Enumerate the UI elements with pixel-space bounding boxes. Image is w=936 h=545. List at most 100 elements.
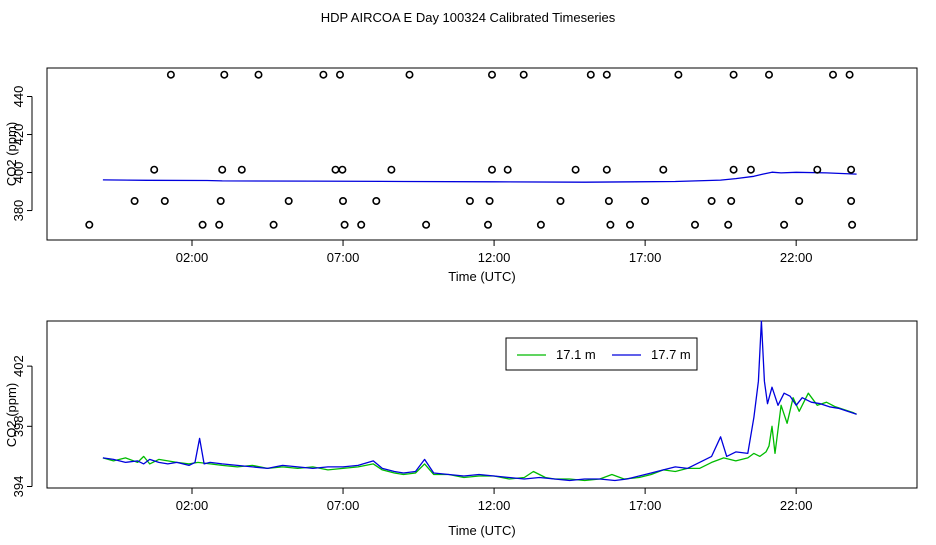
calibration-point [220, 70, 229, 79]
calibration-point [215, 220, 224, 229]
legend-label-17-1m: 17.1 m [556, 347, 596, 362]
x-tick-label: 02:00 [176, 250, 209, 265]
calibration-point [340, 220, 349, 229]
calibration-point [405, 70, 414, 79]
y-tick-label: 420 [11, 124, 26, 146]
calibration-point [707, 197, 716, 206]
calibration-point [659, 165, 668, 174]
x-tick-label: 07:00 [327, 498, 360, 513]
calibration-point [335, 70, 344, 79]
timeseries-x-axis: 02:00 07:00 12:00 17:00 22:00 [176, 487, 813, 513]
calibration-point [586, 70, 595, 79]
timeseries-panel: 394 398 402 02:00 07:00 12:00 17:00 22:00 Time… [4, 320, 918, 538]
calibration-point [674, 70, 683, 79]
calibration-point [487, 70, 496, 79]
y-tick-label: 402 [11, 355, 26, 377]
calibration-point [795, 197, 804, 206]
legend-box [505, 337, 698, 371]
calibration-point [828, 70, 837, 79]
calibration-point [357, 220, 366, 229]
calibration-point [604, 197, 613, 206]
legend-label-17-7m: 17.7 m [651, 347, 691, 362]
calibration-point [780, 220, 789, 229]
calibration-point [847, 197, 856, 206]
calibration-point [746, 165, 755, 174]
timeseries-y-axis: 394 398 402 [11, 355, 33, 498]
calibration-point [556, 197, 565, 206]
calibration-point [690, 220, 699, 229]
calibration-point [519, 70, 528, 79]
calibration-point [764, 70, 773, 79]
calibration-point [465, 197, 474, 206]
calibration-point [237, 165, 246, 174]
calibration-point [319, 70, 328, 79]
calibration-point [198, 220, 207, 229]
timeseries-x-axis-label: Time (UTC) [448, 523, 515, 538]
calibration-point [160, 197, 169, 206]
calibration-point [847, 165, 856, 174]
x-tick-label: 22:00 [780, 498, 813, 513]
calibration-y-axis: 380 400 420 440 [11, 86, 33, 222]
x-tick-label: 22:00 [780, 250, 813, 265]
calibration-point [729, 70, 738, 79]
x-tick-label: 12:00 [478, 498, 511, 513]
calibration-point [150, 165, 159, 174]
y-tick-label: 380 [11, 200, 26, 222]
calibration-points-layer [85, 70, 857, 229]
calibration-point [641, 197, 650, 206]
calibration-point [729, 165, 738, 174]
figure-title: HDP AIRCOA E Day 100324 Calibrated Times… [321, 10, 616, 25]
calibration-point [602, 165, 611, 174]
calibration-point [284, 197, 293, 206]
calibration-point [485, 197, 494, 206]
calibration-point [848, 220, 857, 229]
calibration-point [483, 220, 492, 229]
x-tick-label: 02:00 [176, 498, 209, 513]
y-tick-label: 400 [11, 162, 26, 184]
calibration-point [727, 197, 736, 206]
y-tick-label: 394 [11, 476, 26, 498]
calibration-point [216, 197, 225, 206]
calibration-point [166, 70, 175, 79]
timeseries-series-layer [102, 320, 857, 482]
calibration-point [536, 220, 545, 229]
series-line-0 [102, 392, 857, 482]
y-tick-label: 398 [11, 415, 26, 437]
calibration-point [387, 165, 396, 174]
calibration-series-layer [102, 171, 857, 183]
calibration-point [724, 220, 733, 229]
x-tick-label: 07:00 [327, 250, 360, 265]
calibration-point [130, 197, 139, 206]
calibration-x-axis: 02:00 07:00 12:00 17:00 22:00 [176, 239, 813, 265]
calibration-point [372, 197, 381, 206]
calibration-point [85, 220, 94, 229]
calibration-point [218, 165, 227, 174]
calibration-point [331, 165, 340, 174]
calibration-series-line [102, 171, 857, 183]
calibration-point [487, 165, 496, 174]
x-tick-label: 17:00 [629, 498, 662, 513]
x-tick-label: 17:00 [629, 250, 662, 265]
x-tick-label: 12:00 [478, 250, 511, 265]
calibration-plot-frame [46, 67, 918, 241]
calibration-point [602, 70, 611, 79]
calibration-point [422, 220, 431, 229]
calibration-point [338, 197, 347, 206]
calibration-point [269, 220, 278, 229]
calibration-y-axis-label: CO2 (ppm) [4, 122, 19, 186]
calibration-x-axis-label: Time (UTC) [448, 269, 515, 284]
calibration-point [254, 70, 263, 79]
legend: 17.1 m 17.7 m [505, 337, 698, 371]
calibration-point [503, 165, 512, 174]
calibration-point [606, 220, 615, 229]
calibration-point [571, 165, 580, 174]
calibration-point [338, 165, 347, 174]
calibration-point [845, 70, 854, 79]
timeseries-y-axis-label: CO2 (ppm) [4, 383, 19, 447]
calibration-point [813, 165, 822, 174]
calibration-panel: 380 400 420 440 02:00 07:00 12:00 17:00 22:00 T… [4, 67, 918, 284]
series-line-1 [102, 320, 857, 482]
y-tick-label: 440 [11, 86, 26, 108]
